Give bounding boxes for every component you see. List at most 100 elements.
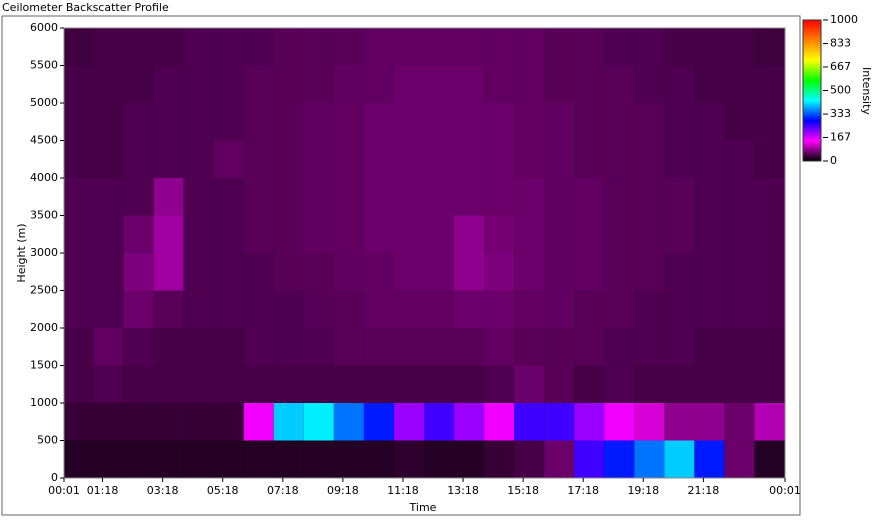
- heatmap-cell: [333, 178, 364, 216]
- heatmap-cell: [393, 140, 424, 178]
- heatmap-cell: [64, 178, 94, 216]
- heatmap-cell: [694, 365, 725, 403]
- heatmap-cell: [544, 253, 575, 291]
- heatmap-cell: [363, 28, 394, 66]
- heatmap-cell: [604, 65, 635, 103]
- heatmap-cell: [93, 65, 124, 103]
- y-tick-label: 500: [37, 434, 58, 447]
- heatmap-cell: [694, 103, 725, 141]
- heatmap-cell: [604, 140, 635, 178]
- heatmap-cell: [484, 290, 515, 328]
- heatmap-cell: [664, 290, 695, 328]
- heatmap-cell: [273, 403, 304, 441]
- heatmap-cell: [333, 65, 364, 103]
- heatmap-cell: [634, 65, 665, 103]
- colorbar-tick-label: 500: [830, 84, 851, 97]
- heatmap-cell: [183, 140, 214, 178]
- heatmap-cell: [604, 28, 635, 66]
- heatmap-cell: [123, 65, 154, 103]
- heatmap-cell: [634, 253, 665, 291]
- heatmap-cell: [213, 328, 244, 366]
- heatmap-cell: [93, 328, 124, 366]
- heatmap-cell: [544, 140, 575, 178]
- heatmap-cell: [333, 403, 364, 441]
- heatmap-cell: [484, 103, 515, 141]
- heatmap-cell: [754, 440, 785, 478]
- heatmap-cell: [153, 140, 184, 178]
- x-tick-label: 15:18: [507, 484, 539, 497]
- heatmap-cell: [634, 215, 665, 253]
- heatmap-cell: [514, 253, 545, 291]
- heatmap-cell: [183, 178, 214, 216]
- heatmap-cell: [303, 103, 334, 141]
- heatmap-cell: [93, 290, 124, 328]
- heatmap-cell: [64, 28, 94, 66]
- heatmap-cell: [694, 440, 725, 478]
- heatmap-cell: [153, 328, 184, 366]
- heatmap-cell: [724, 103, 755, 141]
- heatmap-cell: [303, 65, 334, 103]
- heatmap-cell: [303, 28, 334, 66]
- heatmap-cell: [243, 178, 274, 216]
- heatmap-cell: [544, 178, 575, 216]
- heatmap-cell: [64, 65, 94, 103]
- heatmap-cell: [363, 440, 394, 478]
- heatmap-cell: [153, 28, 184, 66]
- colorbar: [802, 19, 822, 162]
- heatmap-cell: [243, 440, 274, 478]
- heatmap-cell: [754, 215, 785, 253]
- heatmap-cell: [123, 140, 154, 178]
- heatmap-cell: [724, 215, 755, 253]
- heatmap-cell: [123, 365, 154, 403]
- heatmap-cell: [604, 215, 635, 253]
- heatmap-cell: [634, 328, 665, 366]
- heatmap-cell: [423, 403, 455, 441]
- heatmap-cell: [363, 178, 394, 216]
- heatmap-cell: [514, 215, 545, 253]
- x-tick-label: 00:01: [48, 484, 80, 497]
- heatmap-cell: [64, 328, 94, 366]
- heatmap-cell: [544, 440, 575, 478]
- heatmap-cell: [393, 65, 424, 103]
- heatmap-cell: [123, 253, 154, 291]
- heatmap-cell: [273, 103, 304, 141]
- x-tick-label: 03:18: [147, 484, 179, 497]
- y-tick-label: 3500: [30, 209, 58, 222]
- y-tick-label: 1500: [30, 359, 58, 372]
- heatmap-cell: [514, 365, 545, 403]
- heatmap-cell: [64, 290, 94, 328]
- heatmap-cell: [123, 178, 154, 216]
- heatmap-cell: [183, 365, 214, 403]
- heatmap-cell: [363, 365, 394, 403]
- y-tick-label: 6000: [30, 21, 58, 34]
- heatmap-cell: [604, 103, 635, 141]
- heatmap-cell: [423, 290, 455, 328]
- heatmap-cell: [243, 65, 274, 103]
- heatmap-cell: [273, 28, 304, 66]
- y-tick-label: 5500: [30, 59, 58, 72]
- heatmap-cell: [64, 103, 94, 141]
- heatmap-cell: [514, 28, 545, 66]
- heatmap-cell: [544, 328, 575, 366]
- heatmap-cell: [393, 290, 424, 328]
- heatmap-cell: [694, 178, 725, 216]
- heatmap-cell: [484, 28, 515, 66]
- heatmap-cell: [153, 365, 184, 403]
- heatmap-cell: [423, 253, 455, 291]
- heatmap-cell: [423, 28, 455, 66]
- heatmap-cell: [694, 140, 725, 178]
- heatmap-cell: [123, 403, 154, 441]
- heatmap-cell: [393, 365, 424, 403]
- heatmap-cell: [153, 65, 184, 103]
- y-axis-label: Height (m): [15, 223, 28, 282]
- heatmap-cell: [664, 28, 695, 66]
- heatmap-cell: [64, 440, 94, 478]
- heatmap-cell: [454, 253, 485, 291]
- y-tick-label: 0: [51, 471, 58, 484]
- x-tick-label: 07:18: [267, 484, 299, 497]
- heatmap-cell: [514, 140, 545, 178]
- heatmap-cell: [514, 290, 545, 328]
- heatmap-cell: [333, 103, 364, 141]
- heatmap-cell: [303, 215, 334, 253]
- heatmap-cell: [213, 140, 244, 178]
